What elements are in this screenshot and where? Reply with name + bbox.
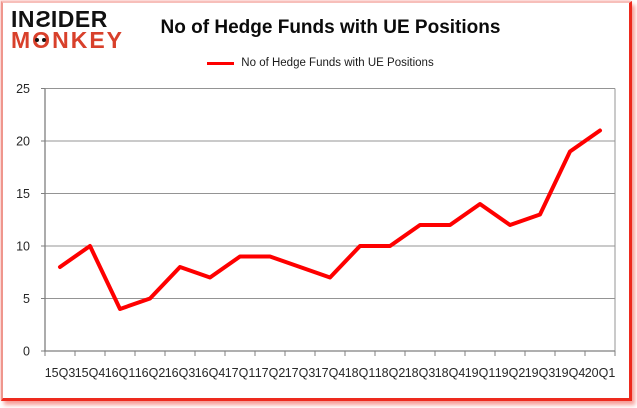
chart-title: No of Hedge Funds with UE Positions: [160, 17, 501, 38]
legend-label: No of Hedge Funds with UE Positions: [241, 57, 434, 69]
x-tick-label: 17Q1: [225, 366, 256, 380]
x-tick-label: 19Q1: [465, 366, 496, 380]
y-tick-label: 25: [16, 82, 30, 96]
y-tick-label: 20: [16, 135, 30, 149]
insider-monkey-logo: INSIDER MONKEY: [11, 6, 124, 53]
x-tick-label: 18Q3: [405, 366, 436, 380]
series-line: [58, 128, 602, 311]
x-tick-label: 18Q2: [375, 366, 406, 380]
logo-insider-text: INSIDER: [11, 6, 124, 32]
x-tick-label: 18Q4: [435, 366, 466, 380]
x-tick-label: 15Q3: [45, 366, 76, 380]
logo-letter: E: [74, 6, 91, 32]
x-tick-label: 16Q1: [105, 366, 136, 380]
x-tick-label: 16Q2: [135, 366, 166, 380]
logo-letter: D: [57, 6, 75, 32]
legend: No of Hedge Funds with UE Positions: [2, 57, 637, 69]
logo-letter: N: [52, 27, 71, 53]
logo-letter: Y: [106, 27, 124, 53]
x-tick-label: 19Q2: [495, 366, 526, 380]
logo-letter: I: [11, 6, 18, 32]
x-tick-label: 17Q4: [315, 366, 346, 380]
logo-letter: O: [32, 27, 53, 53]
card-frame: [1, 1, 632, 401]
logo-monkey-text: MONKEY: [11, 27, 124, 53]
logo-letter: K: [70, 27, 90, 53]
logo-letter: R: [90, 6, 108, 32]
x-tick-label: 19Q3: [525, 366, 556, 380]
x-tick-label: 17Q3: [285, 366, 316, 380]
x-tick-label: 15Q4: [75, 366, 106, 380]
legend-line-swatch: [207, 61, 235, 65]
x-tick-label: 16Q4: [195, 366, 226, 380]
y-tick-label: 10: [16, 240, 30, 254]
y-tick-label: 15: [16, 187, 30, 201]
x-tick-label: 16Q3: [165, 366, 196, 380]
y-tick-label: 0: [23, 345, 30, 359]
x-tick-label: 19Q4: [555, 366, 586, 380]
logo-letter: N: [17, 6, 36, 32]
y-tick-label: 5: [23, 292, 30, 306]
logo-letter: M: [11, 27, 33, 53]
x-tick-label: 20Q1: [585, 366, 616, 380]
x-tick-label: 17Q2: [255, 366, 286, 380]
logo-letter: I: [50, 6, 58, 32]
x-tick-label: 18Q1: [345, 366, 376, 380]
logo-letter: E: [89, 27, 107, 53]
